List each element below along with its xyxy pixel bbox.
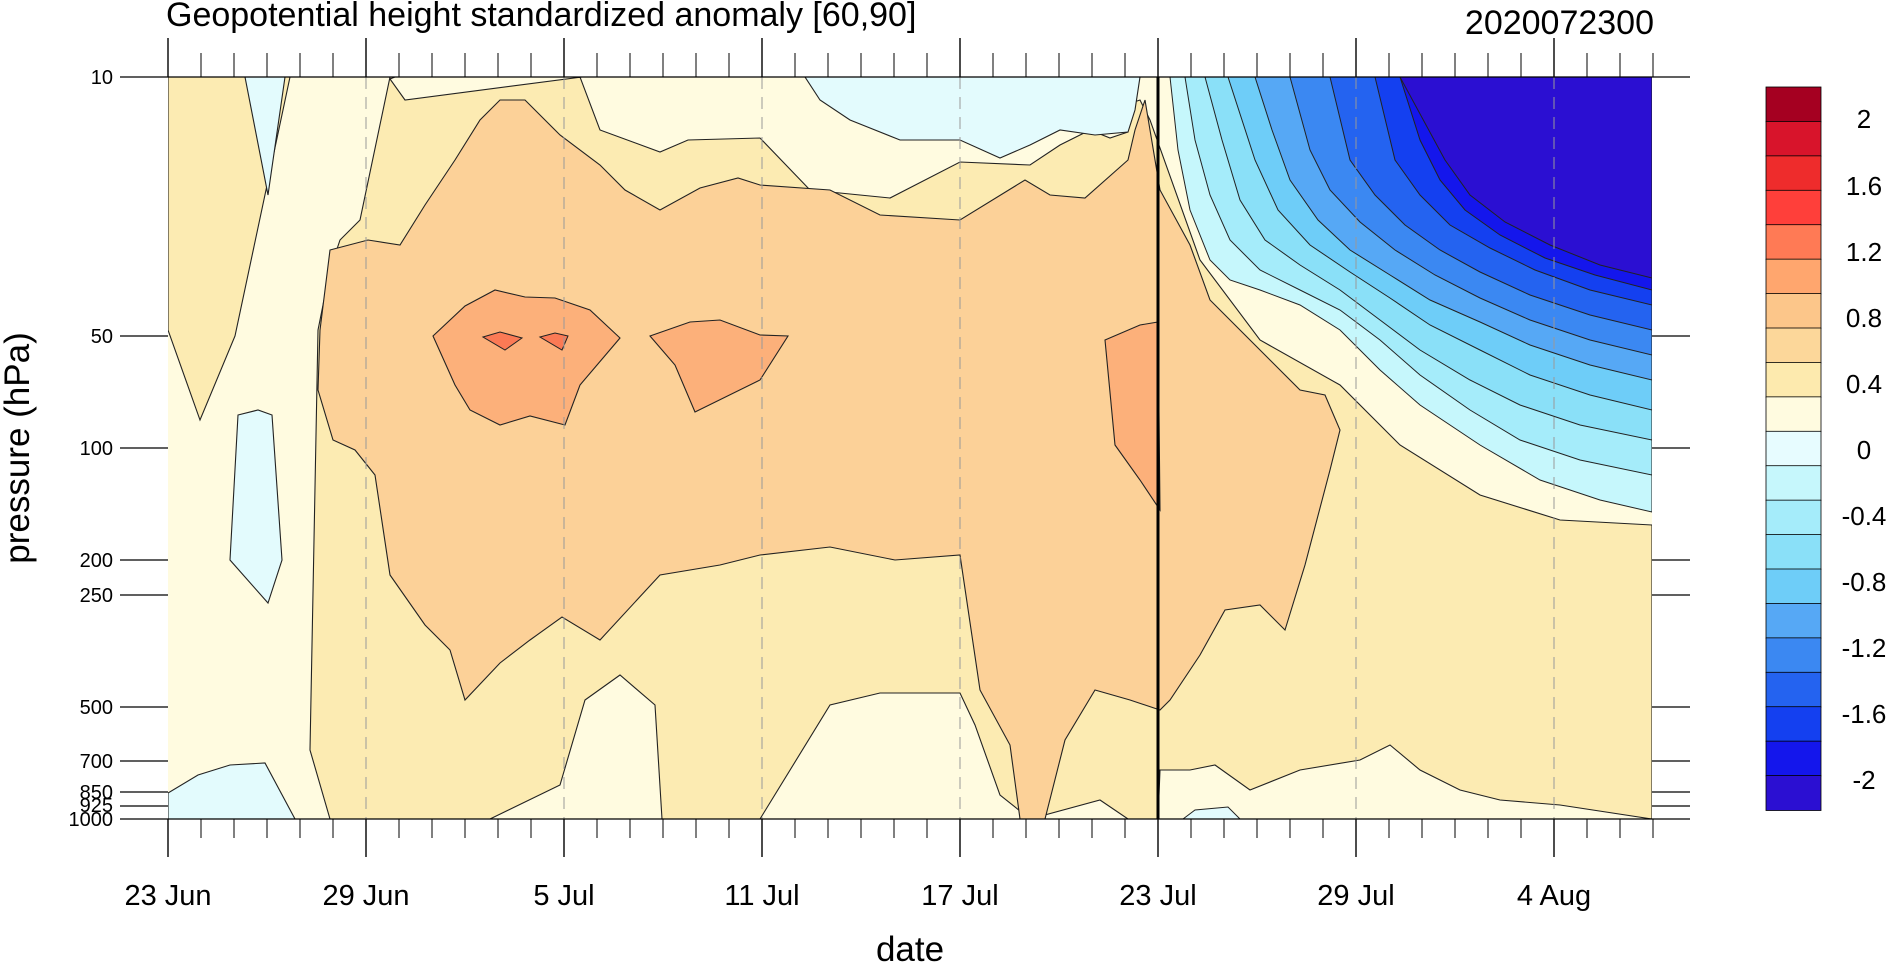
colorbar-label-m2: -2 [1852,765,1875,795]
colorbar-swatch [1765,671,1822,708]
colorbar-label-0: 0 [1857,435,1871,465]
y-tick-925: 925 [80,795,113,817]
region-neg-0-b [229,409,283,605]
y-tick-500: 500 [80,697,113,719]
colorbar-swatch [1765,224,1822,261]
x-tick-5-jul: 5 Jul [533,880,594,912]
region-neg-0-e [1182,806,1241,819]
y-tick-850: 850 [80,782,113,804]
colorbar-swatch [1765,637,1822,674]
region-pos-16-a [481,331,524,351]
colorbar-labels: 2 1.6 1.2 0.8 0.4 0 -0.4 -0.8 -1.2 -1.6 … [1842,104,1887,795]
pressure-lines [120,76,1690,820]
x-tick-29-jul: 29 Jul [1317,880,1394,912]
colorbar-swatch [1765,706,1822,743]
colorbar-swatch [1765,568,1822,605]
colorbar-label-m1-2: -1.2 [1842,633,1887,663]
date-gridlines [365,77,1555,819]
colorbar-swatch [1765,740,1822,777]
colorbar-label-0-8: 0.8 [1846,303,1882,333]
colorbar-swatch [1765,86,1822,123]
colorbar-label-m0-8: -0.8 [1842,567,1887,597]
x-major-ticks [167,38,1555,857]
x-axis-label: date [875,930,945,969]
x-tick-29-jun: 29 Jun [322,880,409,912]
y-tick-250: 250 [80,585,113,607]
colorbar-label-0-4: 0.4 [1846,369,1882,399]
y-tick-100: 100 [80,438,113,460]
y-tick-200: 200 [80,550,113,572]
colorbar-swatch [1765,396,1822,433]
colorbar-swatch [1765,775,1822,811]
y-tick-10: 10 [91,67,113,89]
colorbar [1765,86,1822,811]
colorbar-swatch [1765,155,1822,192]
colorbar-swatch [1765,362,1822,398]
colorbar-swatch [1765,327,1822,364]
y-tick-labels: 10 50 100 200 250 500 700 850 925 1000 [69,67,114,831]
colorbar-swatch [1765,465,1822,502]
colorbar-label-1-2: 1.2 [1846,237,1882,267]
x-tick-labels: 23 Jun 29 Jun 5 Jul 11 Jul 17 Jul 23 Jul… [124,880,1591,912]
region-neg-0-d [804,77,1141,159]
x-tick-11-jul: 11 Jul [724,880,799,912]
x-tick-23-jul: 23 Jul [1119,880,1196,912]
colorbar-label-m1-6: -1.6 [1842,699,1887,729]
region-pos-04 [168,77,291,422]
region-pos-16-b [538,332,569,351]
colorbar-label-1-6: 1.6 [1846,171,1882,201]
colorbar-label-m0-4: -0.4 [1842,501,1887,531]
chart-title: Geopotential height standardized anomaly… [166,0,917,34]
region-pos-08 [317,99,1341,819]
x-tick-23-jun: 23 Jun [124,880,211,912]
colorbar-swatch [1765,258,1822,295]
x-tick-4-aug: 4 Aug [1517,880,1591,912]
region-neg-0-a [244,77,286,196]
colorbar-swatch [1765,430,1822,467]
y-axis-label: pressure (hPa) [0,332,37,564]
y-tick-1000: 1000 [69,809,114,831]
x-minor-ticks [200,53,1654,838]
contour-field [168,77,1652,819]
colorbar-swatch [1765,534,1822,570]
region-pos-12-b [649,319,789,413]
x-tick-17-jul: 17 Jul [921,880,998,912]
colorbar-swatch [1765,293,1822,329]
colorbar-label-2: 2 [1857,104,1871,134]
colorbar-swatch [1765,603,1822,639]
y-tick-700: 700 [80,751,113,773]
colorbar-swatch [1765,499,1822,536]
y-tick-50: 50 [91,326,113,348]
colorbar-swatch [1765,121,1822,157]
region-neg-0-c [168,762,296,819]
region-pos-12-c [1104,321,1161,512]
colorbar-swatch [1765,189,1822,226]
chart-date-stamp: 2020072300 [1464,4,1654,42]
region-pos-12-a [432,289,621,426]
region-neg-40 [1399,77,1652,279]
